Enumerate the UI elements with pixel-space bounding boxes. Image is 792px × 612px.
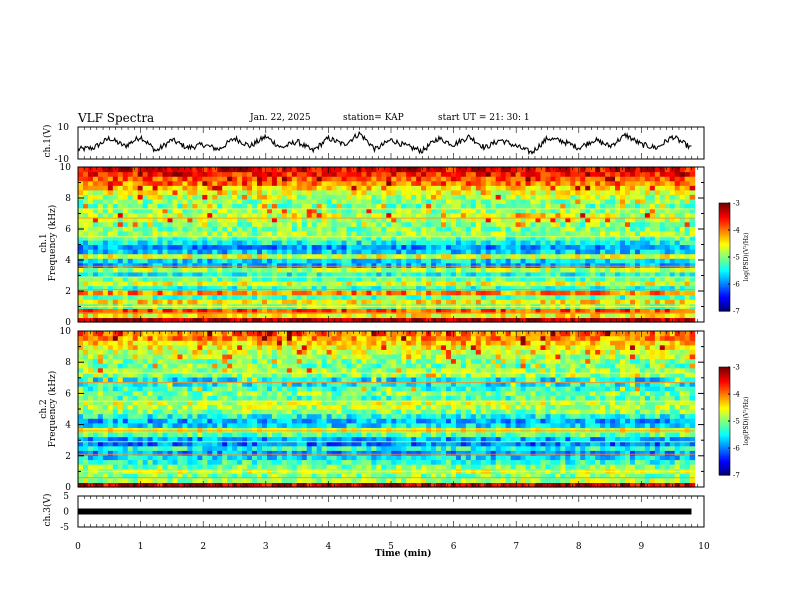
x-tick-label: 3 (263, 542, 269, 552)
x-tick-label: 5 (388, 542, 394, 552)
ch1-ytick-label: 0 (65, 318, 71, 328)
ch1-ytick-label: 8 (65, 194, 71, 204)
ch2-heatmap-cells (78, 331, 696, 488)
ch1-ytick-label: 10 (60, 163, 72, 173)
ch2-colorbar (719, 367, 730, 476)
x-tick-label: 4 (326, 542, 332, 552)
ch1-ytick-label: 4 (65, 256, 71, 266)
ch1-colorbar-tick-label: -7 (733, 308, 740, 316)
ch2-ytick-label: 10 (60, 327, 72, 337)
ch1-heatmap-cells (78, 167, 696, 323)
ch2-colorbar-tick-label: -4 (733, 391, 740, 399)
x-tick-label: 6 (451, 542, 457, 552)
ch2-colorbar-label: log(PSD)(V²/Hz) (743, 397, 750, 446)
ch1-ytick-label: 10 (58, 123, 70, 133)
ch2-ytick-label: 0 (65, 483, 71, 493)
date-label: Jan. 22, 2025 (250, 113, 311, 123)
ch2-ytick-label: 2 (65, 452, 71, 462)
ch1-ytick-label: -10 (55, 155, 70, 165)
ch2-colorbar-tick-label: -3 (733, 364, 740, 372)
ch2-frequency-ylabel: Frequency (kHz) (48, 370, 58, 448)
ch1-colorbar-tick-label: -4 (733, 227, 740, 235)
x-tick-label: 9 (639, 542, 645, 552)
x-tick-label: 1 (138, 542, 144, 552)
ch1-colorbar (719, 203, 730, 312)
ch1-ytick-label: 6 (65, 225, 71, 235)
ch2-colorbar-tick-label: -7 (733, 472, 740, 480)
ch2-ytick-label: 8 (65, 358, 71, 368)
x-tick-label: 2 (200, 542, 206, 552)
ch1-colorbar-tick-label: -3 (733, 200, 740, 208)
x-tick-label: 10 (698, 542, 710, 552)
ch3-voltage-ylabel: ch.3(V) (43, 493, 53, 527)
ch2-ytick-label: 4 (65, 421, 71, 431)
ch3-ytick-label: -5 (60, 523, 69, 533)
ch3-ytick-label: 5 (63, 492, 69, 502)
x-tick-label: 7 (513, 542, 519, 552)
ch1-voltage-ylabel: ch.1(V) (43, 124, 53, 158)
x-tick-label: 8 (576, 542, 582, 552)
ch2-ytick-label: 6 (65, 389, 71, 399)
ch3-ytick-label: 0 (63, 508, 69, 518)
chart-title: VLF Spectra (78, 111, 155, 125)
x-tick-label: 0 (75, 542, 81, 552)
start-time-label: start UT = 21: 30: 1 (438, 113, 530, 123)
ch1-voltage-trace (77, 130, 692, 156)
ch2-colorbar-tick-label: -6 (733, 445, 740, 453)
ch3-voltage-trace (78, 508, 692, 515)
station-label: station= KAP (343, 113, 404, 123)
ch1-colorbar-label: log(PSD)(V²/Hz) (743, 233, 750, 282)
ch2-colorbar-tick-label: -5 (733, 418, 740, 426)
time-xlabel: Time (min) (375, 549, 432, 559)
ch1-colorbar-tick-label: -6 (733, 281, 740, 289)
ch1-ytick-label: 2 (65, 287, 71, 297)
ch1-frequency-ylabel: Frequency (kHz) (48, 204, 58, 282)
ch1-colorbar-tick-label: -5 (733, 254, 740, 262)
